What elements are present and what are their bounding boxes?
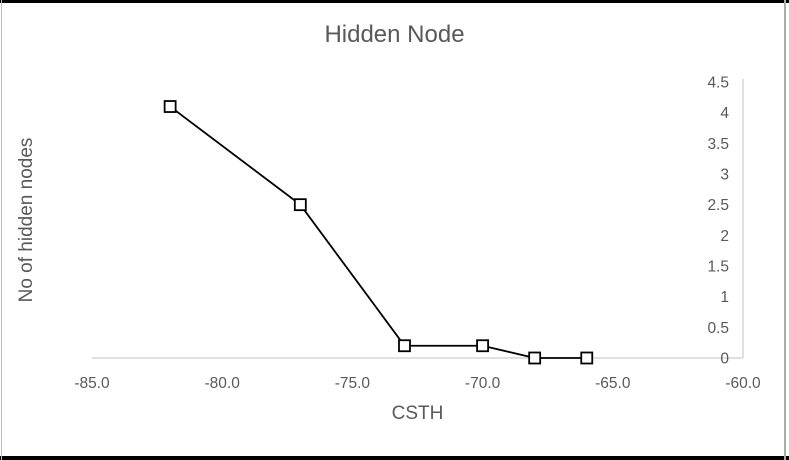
y-tick-label: 3.5: [707, 136, 729, 153]
x-tick-label: -65.0: [595, 375, 631, 392]
x-tick-label: -60.0: [725, 375, 761, 392]
data-point-marker: [528, 351, 542, 365]
y-tick-label: 4: [720, 105, 729, 122]
x-tick-label: -80.0: [205, 375, 241, 392]
series-line: [169, 105, 587, 359]
x-tick-label: -85.0: [74, 375, 110, 392]
y-tick-label: 1: [720, 289, 729, 306]
frame-left-border: [1, 0, 2, 460]
frame-bottom-border: [0, 456, 789, 460]
x-tick-label: -70.0: [465, 375, 501, 392]
y-tick-label: 0: [720, 351, 729, 368]
data-point-marker: [163, 100, 177, 113]
y-tick-label: 2: [720, 228, 729, 245]
data-point-marker: [580, 351, 594, 365]
y-tick-label: 3: [720, 167, 729, 184]
y-tick-label: 0.5: [707, 320, 729, 337]
y-tick-label: 1.5: [707, 259, 729, 276]
frame-right-border: [784, 0, 786, 460]
data-point-marker: [293, 198, 307, 212]
data-point-marker: [476, 339, 490, 353]
y-tick-label: 4.5: [707, 75, 729, 92]
data-point-marker: [398, 339, 411, 353]
chart-title: Hidden Node: [324, 21, 465, 48]
y-tick-label: 2.5: [707, 197, 729, 214]
x-axis-title: CSTH: [391, 403, 444, 424]
frame-top-border: [0, 0, 789, 3]
x-tick-label: -75.0: [335, 375, 371, 392]
